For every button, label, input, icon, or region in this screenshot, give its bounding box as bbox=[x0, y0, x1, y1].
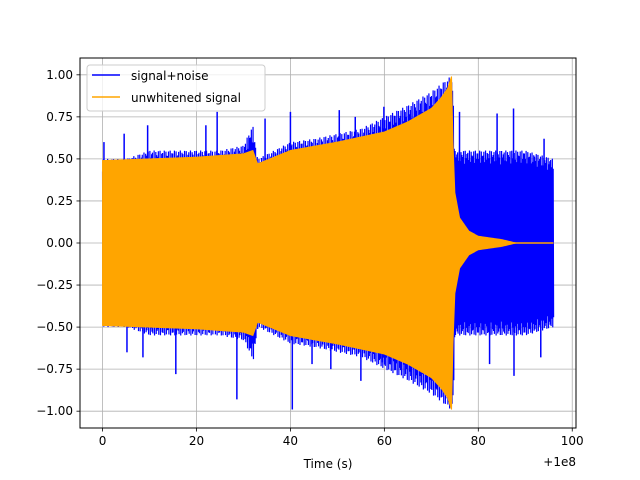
x-tick-label: 60 bbox=[377, 434, 392, 448]
legend-label-signal-noise: signal+noise bbox=[131, 69, 208, 83]
x-tick-label: 80 bbox=[471, 434, 486, 448]
y-tick-label: −1.00 bbox=[36, 404, 73, 418]
x-axis: 0 20 40 60 80 100 bbox=[99, 428, 584, 448]
y-tick-label: 0.50 bbox=[46, 152, 73, 166]
x-tick-label: 100 bbox=[561, 434, 584, 448]
legend-label-unwhitened-signal: unwhitened signal bbox=[131, 91, 241, 105]
x-offset-label: +1e8 bbox=[543, 455, 576, 469]
legend-box bbox=[86, 64, 266, 112]
y-axis: −1.00 −0.75 −0.50 −0.25 0.00 0.25 0.50 0.75 1.00 bbox=[36, 68, 80, 418]
y-tick-label: 0.25 bbox=[46, 194, 73, 208]
y-tick-label: −0.25 bbox=[36, 278, 73, 292]
y-tick-label: −0.75 bbox=[36, 362, 73, 376]
y-tick-label: 0.75 bbox=[46, 110, 73, 124]
plot-area bbox=[101, 76, 555, 410]
legend: signal+noise unwhitened signal bbox=[86, 64, 266, 112]
x-tick-label: 0 bbox=[99, 434, 107, 448]
x-axis-label: Time (s) bbox=[303, 457, 353, 471]
y-tick-label: 1.00 bbox=[46, 68, 73, 82]
y-tick-label: 0.00 bbox=[46, 236, 73, 250]
y-tick-label: −0.50 bbox=[36, 320, 73, 334]
x-tick-label: 40 bbox=[283, 434, 298, 448]
x-tick-label: 20 bbox=[189, 434, 204, 448]
